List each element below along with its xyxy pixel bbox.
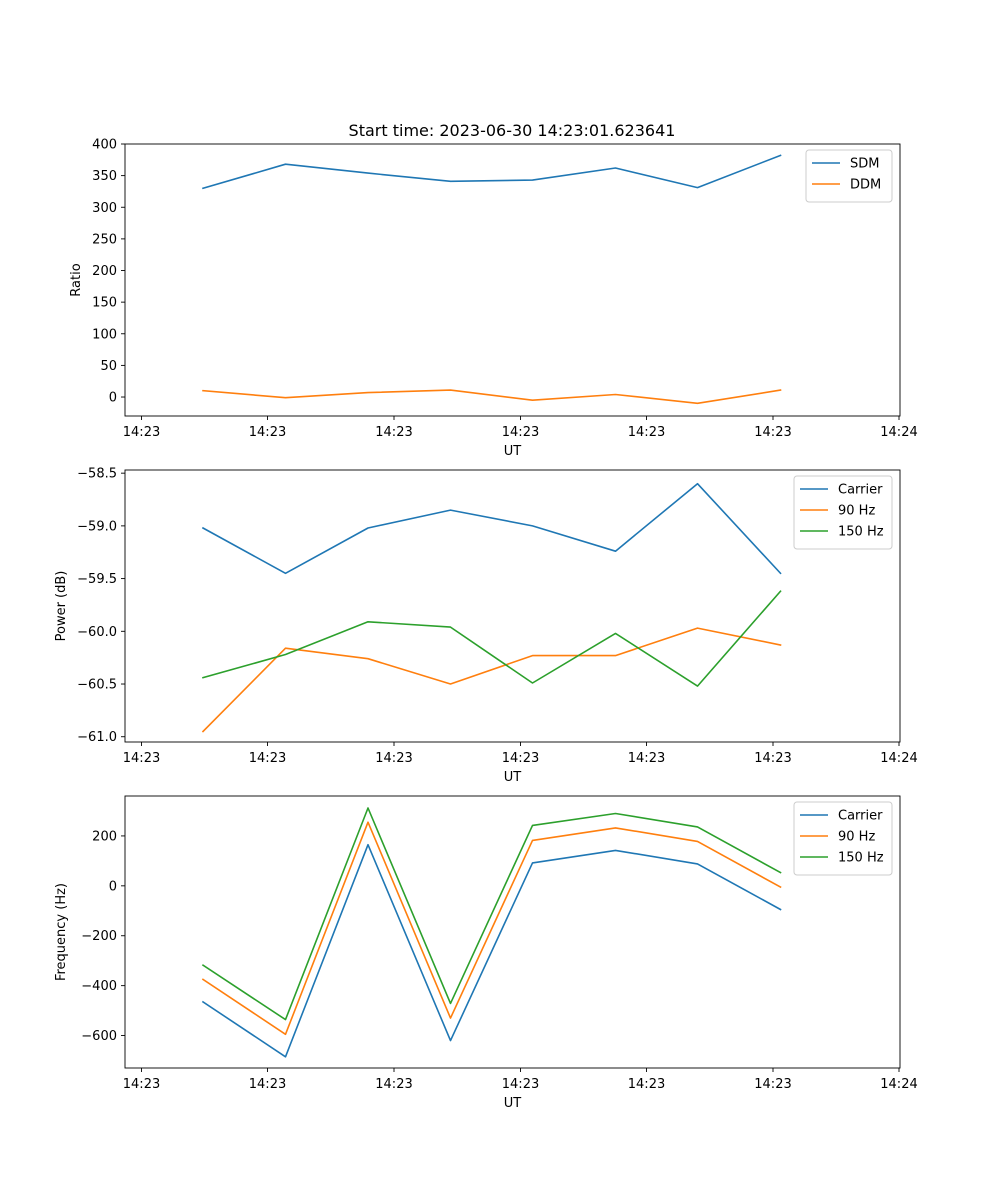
x-tick-label: 14:24 [880,1077,917,1092]
y-tick-label: 0 [109,391,117,406]
chart-panel-1: 14:23 14:23 14:23 14:23 14:23 14:23 14:24 0 50 10… [69,138,918,460]
series-line-90-hz [201,821,782,1036]
figure-title: Start time: 2023-06-30 14:23:01.623641 [349,121,676,140]
x-tick-label: 14:23 [754,1077,791,1092]
x-tick-label: 14:23 [628,425,665,440]
x-tick-label: 14:23 [502,425,539,440]
series-line-150-hz [202,590,782,687]
y-tick-label: −600 [81,1029,117,1044]
y-tick-label: 0 [109,879,117,894]
series-line-150-hz [201,807,782,1021]
series-line-carrier [201,482,782,575]
legend-label: DDM [850,178,881,193]
series-line-carrier [201,843,782,1058]
x-tick-label: 14:23 [249,751,286,766]
y-tick-label: −59.5 [77,572,117,587]
x-tick-label: 14:23 [754,751,791,766]
x-tick-label: 14:23 [249,425,286,440]
x-tick-label: 14:23 [123,1077,160,1092]
y-tick-label: 50 [100,359,117,374]
x-tick-label: 14:23 [754,425,791,440]
x-tick-label: 14:23 [375,425,412,440]
chart-panel-3: 14:23 14:23 14:23 14:23 14:23 14:23 14:24 −600 −… [54,795,918,1111]
x-tick-label: 14:23 [375,1077,412,1092]
x-axis-label: UT [504,1096,522,1111]
x-tick-label: 14:24 [880,751,917,766]
chart-panel-2: 14:23 14:23 14:23 14:23 14:23 14:23 14:24 −61.0… [54,467,918,785]
y-tick-label: 350 [92,169,117,184]
axes-frame [124,469,901,743]
y-tick-label: 300 [92,201,117,216]
axes-frame [124,143,901,417]
y-tick-label: 150 [92,296,117,311]
y-tick-label: 250 [92,232,117,247]
x-axis-label: UT [504,770,522,785]
y-tick-label: −59.0 [77,519,117,534]
x-tick-label: 14:23 [123,425,160,440]
y-tick-label: −400 [81,979,117,994]
y-tick-label: −61.0 [77,730,117,745]
legend-label: 90 Hz [838,830,875,845]
legend-label: Carrier [838,483,883,498]
x-tick-label: 14:23 [249,1077,286,1092]
series-line-90-hz [201,627,782,733]
x-tick-label: 14:23 [628,751,665,766]
x-axis-label: UT [504,444,522,459]
series-line-ddm [202,389,782,405]
plots-container: 14:23 14:23 14:23 14:23 14:23 14:23 14:24 0 50 10… [54,138,918,1112]
series-line-sdm [202,154,782,190]
y-tick-label: 200 [92,829,117,844]
legend: Carrier 90 Hz 150 Hz [793,801,893,876]
legend-label: 90 Hz [838,504,875,519]
y-axis-label: Ratio [69,263,84,296]
y-tick-label: −58.5 [77,467,117,482]
y-tick-label: 100 [92,327,117,342]
x-tick-label: 14:23 [123,751,160,766]
y-tick-label: −60.0 [77,625,117,640]
legend: Carrier 90 Hz 150 Hz [793,475,893,550]
x-tick-label: 14:23 [502,1077,539,1092]
x-tick-label: 14:24 [880,425,917,440]
x-tick-label: 14:23 [628,1077,665,1092]
legend: SDM DDM [805,149,893,203]
x-tick-label: 14:23 [502,751,539,766]
legend-label: 150 Hz [838,851,884,866]
y-axis-label: Power (dB) [54,571,69,642]
x-tick-label: 14:23 [375,751,412,766]
y-tick-label: 200 [92,264,117,279]
legend-label: 150 Hz [838,525,884,540]
y-axis-label: Frequency (Hz) [54,883,69,981]
axes-frame [124,795,901,1069]
y-tick-label: −200 [81,929,117,944]
legend-label: SDM [850,157,879,172]
y-tick-label: 400 [92,138,117,153]
legend-label: Carrier [838,809,883,824]
y-tick-label: −60.5 [77,678,117,693]
